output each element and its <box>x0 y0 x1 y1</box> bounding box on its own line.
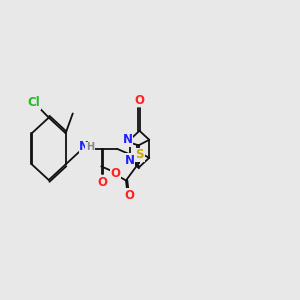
Text: N: N <box>125 154 135 167</box>
Text: N: N <box>80 140 89 154</box>
Text: H: H <box>86 142 94 152</box>
Text: O: O <box>111 167 121 180</box>
Text: Cl: Cl <box>27 96 40 110</box>
Text: N: N <box>122 133 133 146</box>
Text: S: S <box>135 148 144 161</box>
Text: O: O <box>97 176 107 189</box>
Text: O: O <box>134 94 145 107</box>
Text: O: O <box>124 189 134 202</box>
